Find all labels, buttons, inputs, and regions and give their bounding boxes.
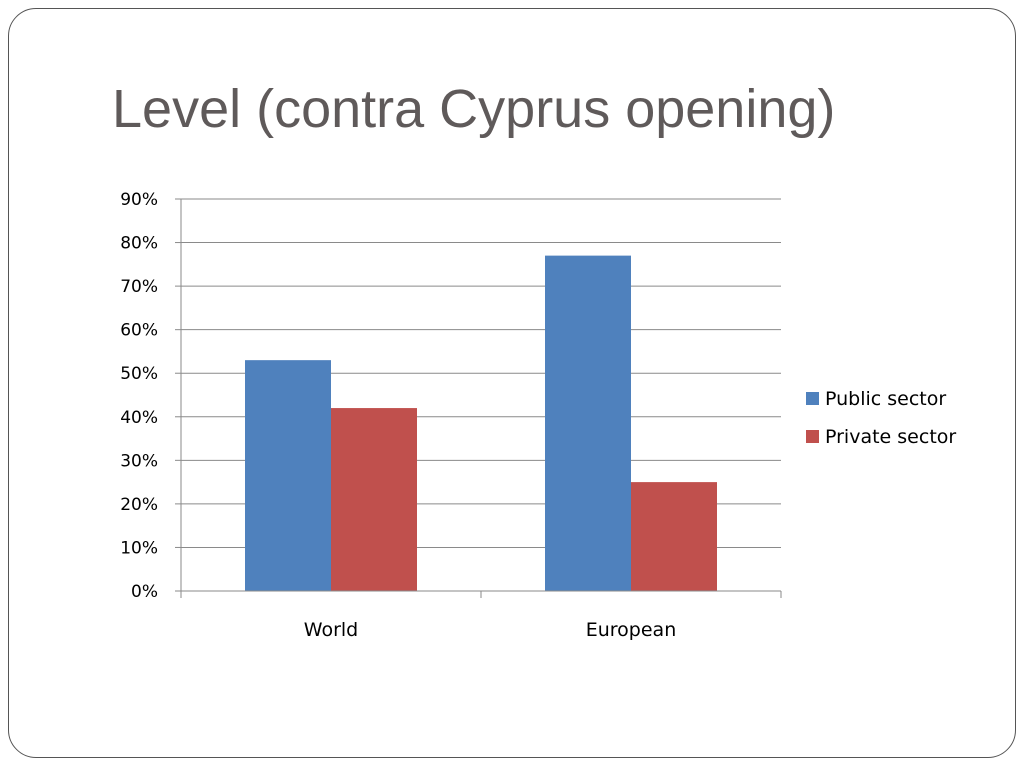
legend-label: Public sector (825, 388, 946, 410)
y-tick-label: 80% (120, 234, 158, 254)
slide-frame (8, 8, 1016, 758)
legend: Public sector Private sector (806, 388, 956, 448)
bars (245, 255, 717, 591)
slide-title: Level (contra Cyprus opening) (112, 79, 836, 139)
category-label: World (304, 619, 358, 641)
bar-public-sector-european (545, 255, 631, 591)
y-tick-label: 30% (120, 451, 158, 471)
category-label: European (586, 619, 677, 641)
y-tick-label: 20% (120, 495, 158, 515)
bar-private-sector-european (631, 482, 717, 591)
legend-swatch (806, 430, 819, 443)
axes (175, 198, 782, 598)
bar-public-sector-world (245, 360, 331, 591)
y-tick-label: 90% (120, 190, 158, 210)
y-tick-label: 60% (120, 321, 158, 341)
y-tick-label: 0% (131, 582, 158, 602)
y-tick-label: 10% (120, 538, 158, 558)
category-labels: World European (304, 619, 676, 641)
y-tick-label: 70% (120, 277, 158, 297)
bar-private-sector-world (331, 408, 417, 591)
legend-label: Private sector (825, 426, 956, 448)
y-tick-label: 40% (120, 408, 158, 428)
legend-swatch (806, 392, 819, 405)
y-tick-labels: 0% 10% 20% 30% 40% 50% 60% 70% 80% 90% (120, 190, 158, 602)
y-tick-label: 50% (120, 364, 158, 384)
